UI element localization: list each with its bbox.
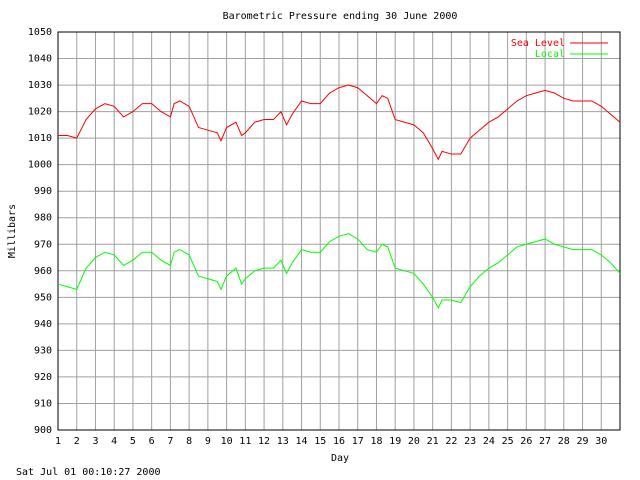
x-tick-label: 18 xyxy=(370,436,382,447)
chart-title: Barometric Pressure ending 30 June 2000 xyxy=(223,11,458,22)
x-tick-label: 19 xyxy=(389,436,401,447)
y-tick-label: 1020 xyxy=(28,107,52,118)
x-tick-label: 27 xyxy=(539,436,551,447)
footer: Sat Jul 01 00:10:27 2000 xyxy=(16,467,161,478)
x-tick-label: 1 xyxy=(55,436,61,447)
y-tick-label: 970 xyxy=(34,239,52,250)
y-tick-label: 900 xyxy=(34,425,52,436)
x-tick-label: 13 xyxy=(277,436,289,447)
x-tick-label: 4 xyxy=(111,436,117,447)
x-tick-label: 23 xyxy=(464,436,476,447)
y-tick-label: 1000 xyxy=(28,160,52,171)
y-tick-label: 910 xyxy=(34,398,52,409)
x-tick-label: 25 xyxy=(502,436,514,447)
legend-label: Local xyxy=(535,49,565,60)
x-tick-label: 29 xyxy=(577,436,589,447)
x-tick-label: 7 xyxy=(167,436,173,447)
y-tick-label: 940 xyxy=(34,319,52,330)
x-tick-label: 15 xyxy=(314,436,326,447)
x-tick-label: 5 xyxy=(130,436,136,447)
x-tick-label: 2 xyxy=(74,436,80,447)
y-tick-label: 1050 xyxy=(28,27,52,38)
x-tick-label: 28 xyxy=(558,436,570,447)
y-tick-label: 960 xyxy=(34,266,52,277)
y-tick-label: 1030 xyxy=(28,80,52,91)
x-tick-label: 24 xyxy=(483,436,495,447)
y-tick-label: 1040 xyxy=(28,54,52,65)
line xyxy=(58,84,621,161)
x-tick-label: 12 xyxy=(258,436,270,447)
y-axis-label: Millibars xyxy=(7,204,18,258)
line xyxy=(57,233,621,310)
y-tick-label: 950 xyxy=(34,292,52,303)
legend-label: Sea Level xyxy=(511,38,565,49)
x-tick-label: 3 xyxy=(92,436,98,447)
x-tick-label: 17 xyxy=(352,436,364,447)
y-tick-label: 930 xyxy=(34,345,52,356)
x-tick-label: 9 xyxy=(205,436,211,447)
x-axis-label: Day xyxy=(331,453,349,464)
x-tick-label: 30 xyxy=(595,436,607,447)
y-tick-label: 980 xyxy=(34,213,52,224)
x-tick-label: 14 xyxy=(296,436,308,447)
x-tick-label: 22 xyxy=(445,436,457,447)
x-tick-label: 11 xyxy=(239,436,251,447)
y-tick-label: 920 xyxy=(34,372,52,383)
plot-frame xyxy=(57,31,621,431)
y-tick-label: 990 xyxy=(34,186,52,197)
x-tick-label: 16 xyxy=(333,436,345,447)
x-tick-label: 20 xyxy=(408,436,420,447)
x-tick-label: 21 xyxy=(427,436,439,447)
y-tick-label: 1010 xyxy=(28,133,52,144)
x-tick-label: 6 xyxy=(149,436,155,447)
x-tick-label: 8 xyxy=(186,436,192,447)
x-tick-label: 10 xyxy=(221,436,233,447)
x-tick-label: 26 xyxy=(520,436,532,447)
